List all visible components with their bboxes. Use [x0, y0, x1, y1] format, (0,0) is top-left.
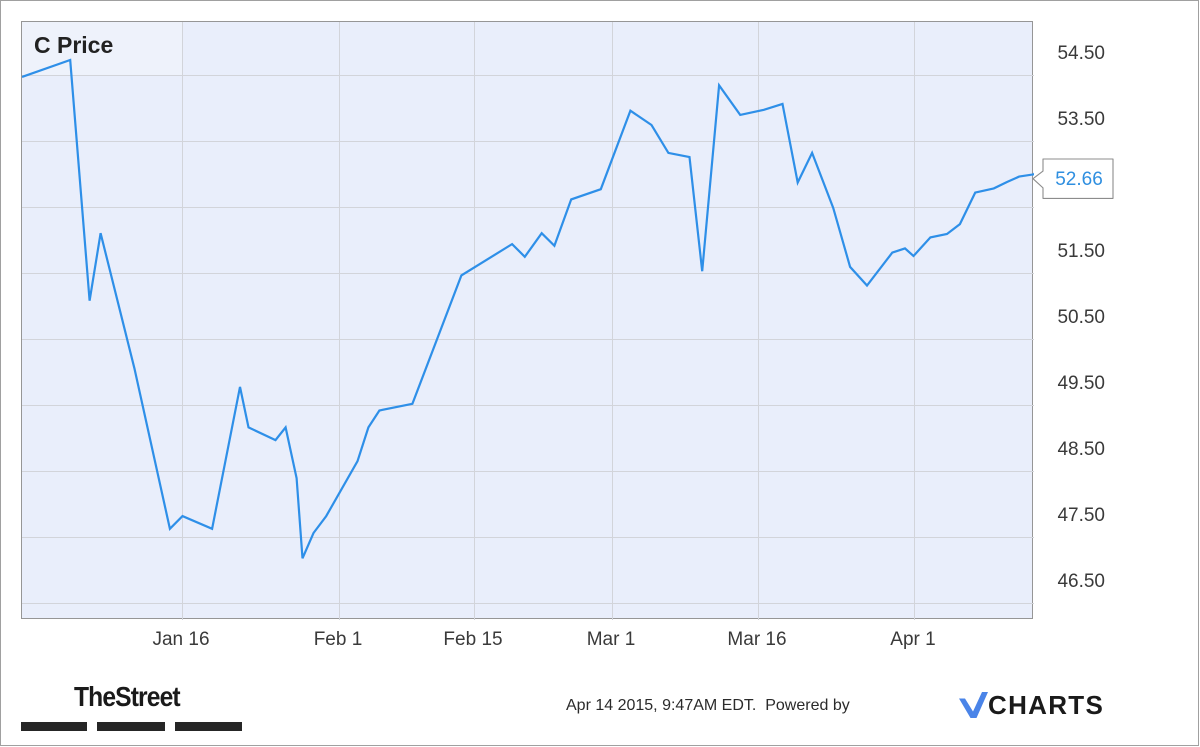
svg-text:CHARTS: CHARTS: [988, 690, 1104, 720]
svg-text:52.66: 52.66: [1055, 169, 1103, 190]
